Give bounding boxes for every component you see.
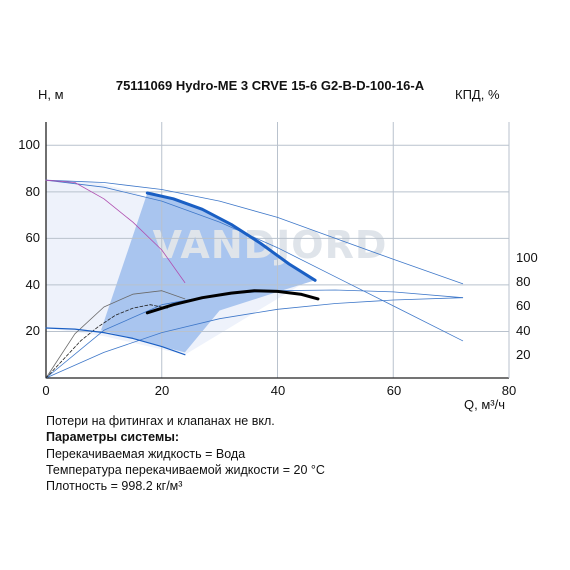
y-tick-label: 40 — [26, 277, 40, 292]
y-tick-label: 60 — [26, 230, 40, 245]
system-params-header: Параметры системы: — [46, 430, 180, 445]
y2-tick-label: 60 — [516, 298, 530, 313]
x-tick-label: 20 — [155, 383, 169, 398]
y2-tick-label: 100 — [516, 250, 538, 265]
y2-tick-labels: 20 40 60 80 100 — [516, 250, 538, 362]
x-tick-labels: 0 20 40 60 80 — [42, 383, 516, 398]
x-tick-label: 60 — [387, 383, 401, 398]
max-head-curve — [145, 191, 317, 282]
y2-tick-label: 40 — [516, 323, 530, 338]
losses-note: Потери на фитингах и клапанах не вкл. — [46, 414, 275, 428]
min-head-curve — [45, 327, 186, 356]
max-speed-curve — [45, 179, 464, 285]
operating-area-dark — [101, 193, 316, 353]
y-tick-label: 100 — [18, 137, 40, 152]
dashed-curve — [45, 304, 168, 379]
y-axis-label: H, м — [38, 87, 64, 102]
y2-tick-label: 20 — [516, 347, 530, 362]
x-axis-label: Q, м³/ч — [464, 397, 505, 412]
liquid-param: Перекачиваемая жидкость = Вода — [46, 446, 246, 461]
y2-tick-label: 80 — [516, 274, 530, 289]
y-tick-label: 80 — [26, 184, 40, 199]
density-param: Плотность = 998.2 кг/м³ — [46, 479, 183, 494]
y-tick-labels: 20 40 60 80 100 — [18, 137, 40, 338]
magenta-curve — [45, 179, 186, 284]
temperature-param: Температура перекачиваемой жидкости = 20… — [46, 462, 325, 477]
system-notes: Потери на фитингах и клапанах не вкл. Па… — [46, 413, 546, 494]
y2-axis-label: КПД, % — [455, 87, 500, 102]
watermark-logo: VANDJORD — [153, 223, 388, 267]
plot-area: VANDJORD — [45, 122, 510, 379]
x-tick-label: 40 — [271, 383, 285, 398]
y-tick-label: 20 — [26, 323, 40, 338]
x-tick-label: 0 — [42, 383, 49, 398]
x-tick-label: 80 — [502, 383, 516, 398]
duty-curve — [145, 289, 320, 315]
chart-title: 75111069 Hydro-ME 3 CRVE 15-6 G2-B-D-100… — [116, 78, 425, 93]
efficiency-min — [45, 290, 186, 379]
power-curve — [45, 297, 464, 379]
